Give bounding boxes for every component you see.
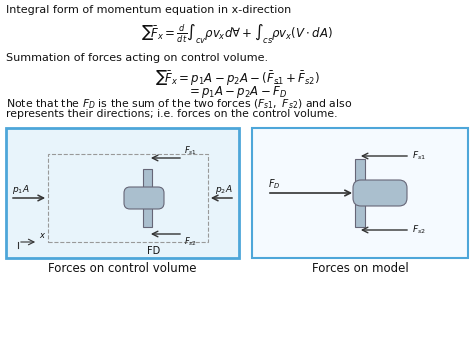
Text: $F_D$: $F_D$ xyxy=(268,177,281,191)
Text: $F_{s2}$: $F_{s2}$ xyxy=(184,235,197,247)
Bar xyxy=(6,128,239,258)
Bar xyxy=(144,169,153,227)
FancyBboxPatch shape xyxy=(124,187,164,209)
Text: $p_1A$: $p_1A$ xyxy=(12,183,29,196)
Text: $F_{s1}$: $F_{s1}$ xyxy=(184,144,197,157)
Bar xyxy=(355,159,365,227)
Text: $F_{s2}$: $F_{s2}$ xyxy=(412,224,426,236)
Text: $F_{s1}$: $F_{s1}$ xyxy=(412,150,426,162)
Text: $\sum\!\bar{F}_x = \frac{d}{dt}\int_{cv} \rho v_x d\forall + \int_{cs} \rho v_x(: $\sum\!\bar{F}_x = \frac{d}{dt}\int_{cv}… xyxy=(141,22,333,46)
Text: $= p_1A - p_2A - \bar{F}_D$: $= p_1A - p_2A - \bar{F}_D$ xyxy=(187,83,287,102)
Text: Forces on model: Forces on model xyxy=(311,262,409,275)
Bar xyxy=(48,154,208,242)
Text: Summation of forces acting on control volume.: Summation of forces acting on control vo… xyxy=(6,53,268,63)
Text: Forces on control volume: Forces on control volume xyxy=(48,262,197,275)
Text: Integral form of momentum equation in x-direction: Integral form of momentum equation in x-… xyxy=(6,5,291,15)
Text: $x$: $x$ xyxy=(39,231,46,240)
Bar xyxy=(252,128,468,258)
Text: FD: FD xyxy=(147,246,161,256)
Text: represents their directions; i.e. forces on the control volume.: represents their directions; i.e. forces… xyxy=(6,109,337,119)
FancyBboxPatch shape xyxy=(353,180,407,206)
Text: Note that the $F_D$ is the sum of the two forces $(F_{s1},\ F_{s2})$ and also: Note that the $F_D$ is the sum of the tw… xyxy=(6,97,352,111)
Text: $p_2A$: $p_2A$ xyxy=(216,183,233,196)
Text: $\sum\!\bar{F}_x = p_1A - p_2A - (\bar{F}_{s1} + \bar{F}_{s2})$: $\sum\!\bar{F}_x = p_1A - p_2A - (\bar{F… xyxy=(155,68,319,87)
